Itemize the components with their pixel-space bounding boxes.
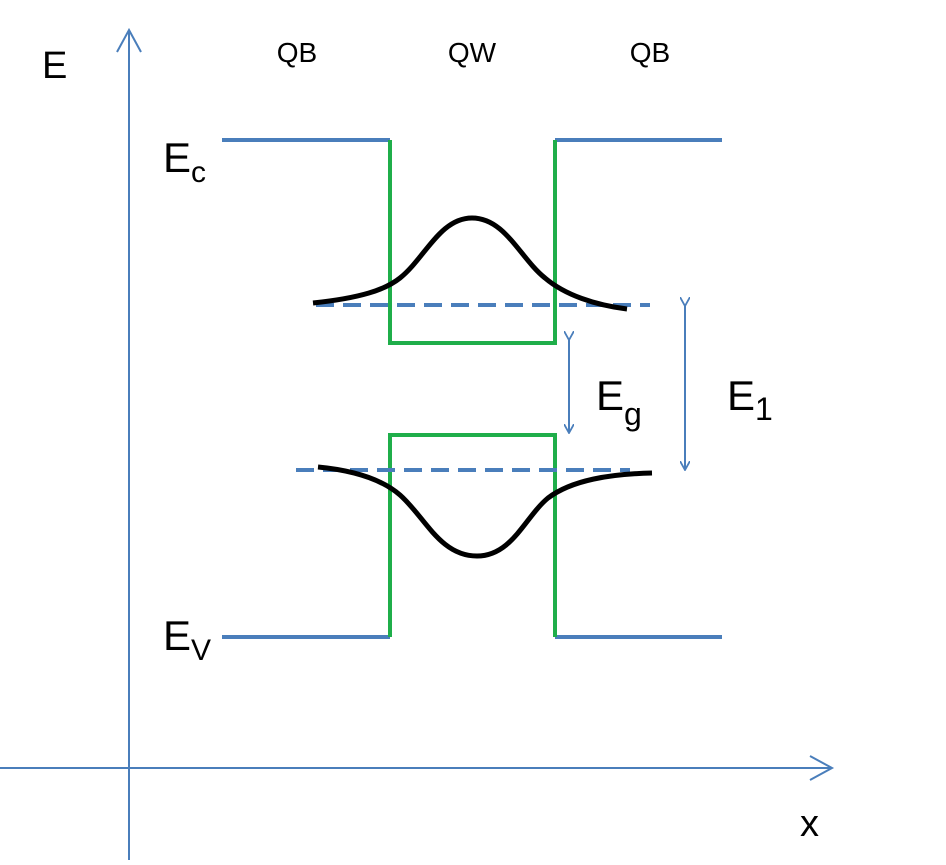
- barrier-band-edges: [222, 140, 722, 637]
- conduction-band-well: [390, 140, 555, 343]
- valence-band-well: [390, 435, 555, 637]
- valence-band-label-sub: V: [191, 634, 211, 667]
- valence-band-label: EV: [163, 612, 211, 667]
- x-axis-label: x: [800, 803, 819, 845]
- e1-label-sub: 1: [755, 391, 773, 427]
- region-label-right-barrier: QB: [630, 37, 670, 68]
- valence-band-label-main: E: [163, 612, 191, 659]
- conduction-band-label-sub: c: [191, 156, 206, 189]
- region-label-left-barrier: QB: [277, 37, 317, 68]
- eg-label-sub: g: [624, 396, 642, 432]
- e1-label: E1: [727, 372, 773, 427]
- hole-wavefunction: [318, 467, 652, 556]
- axes: [0, 30, 832, 860]
- conduction-band-label: Ec: [163, 134, 206, 189]
- y-axis-label: E: [42, 45, 67, 87]
- eg-label: Eg: [596, 372, 642, 432]
- well-band-edges: [390, 140, 555, 637]
- region-label-well: QW: [448, 37, 497, 68]
- eg-label-main: E: [596, 372, 624, 419]
- e1-label-main: E: [727, 372, 755, 419]
- conduction-band-label-main: E: [163, 134, 191, 181]
- electron-wavefunction: [313, 218, 627, 309]
